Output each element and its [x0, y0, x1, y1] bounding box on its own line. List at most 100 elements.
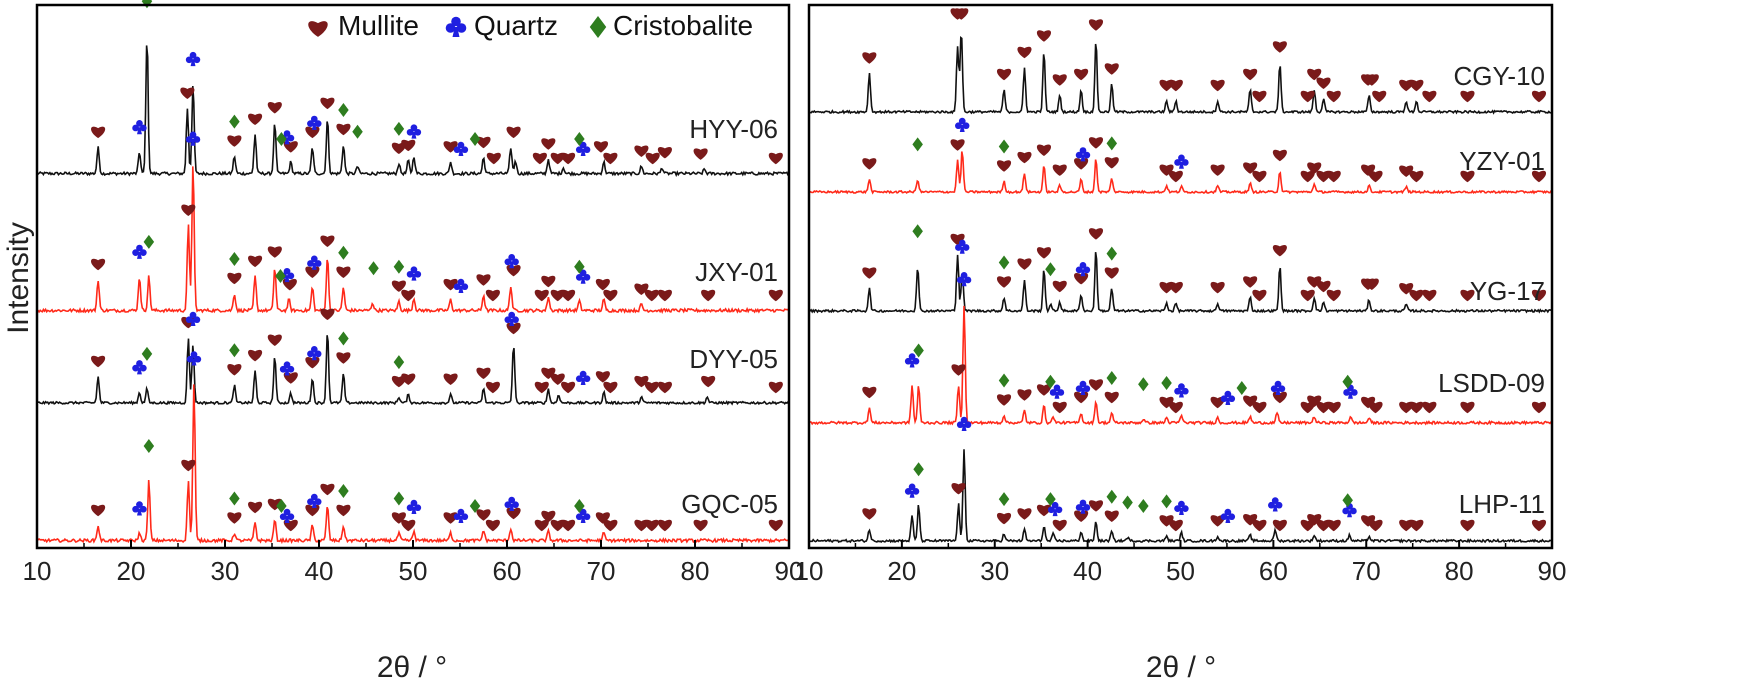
mullite-peak-marker [1368, 170, 1383, 183]
mullite-peak-marker [768, 289, 783, 302]
mullite-peak-marker [336, 123, 351, 136]
mullite-peak-marker [1168, 401, 1183, 414]
mullite-peak-marker [634, 145, 649, 157]
mullite-peak-marker [476, 509, 491, 521]
cristobalite-peak-marker [912, 137, 923, 152]
mullite-peak-marker [693, 148, 708, 160]
mullite-peak-marker [1088, 500, 1104, 512]
series-line-hyy-06 [36, 45, 789, 178]
legend-label-quartz: Quartz [474, 10, 558, 41]
quartz-peak-marker [575, 141, 591, 156]
mullite-peak-marker [1300, 90, 1315, 103]
cristobalite-peak-marker [275, 269, 286, 283]
cristobalite-peak-marker [1045, 374, 1056, 389]
quartz-peak-marker [504, 311, 519, 326]
mullite-peak-marker [1104, 510, 1119, 522]
cristobalite-peak-marker [1045, 262, 1056, 277]
mullite-peak-marker [1036, 144, 1052, 156]
cristobalite-peak-marker [998, 139, 1010, 154]
quartz-peak-marker [575, 508, 591, 523]
mullite-peak-marker [534, 519, 549, 532]
quartz-peak-marker [504, 253, 519, 269]
mullite-peak-marker [476, 367, 491, 380]
mullite-peak-marker [1307, 162, 1322, 174]
x-tick-label: 20 [117, 556, 146, 586]
cristobalite-peak-marker [913, 343, 924, 358]
cristobalite-peak-marker [998, 492, 1010, 507]
mullite-peak-marker [595, 371, 610, 383]
mullite-peak-marker [701, 289, 716, 302]
mullite-peak-marker [1052, 519, 1067, 532]
mullite-peak-marker [227, 364, 242, 376]
mullite-peak-marker [1368, 401, 1383, 414]
mullite-peak-marker [768, 152, 783, 165]
mullite-peak-marker [1252, 401, 1267, 414]
sample-label-lhp-11: LHP-11 [1459, 489, 1545, 519]
cristobalite-peak-marker [1161, 376, 1172, 390]
cristobalite-peak-marker [276, 132, 287, 146]
mullite-peak-marker [1036, 384, 1052, 396]
mullite-peak-marker [1074, 68, 1089, 81]
mullite-peak-marker [644, 519, 659, 532]
mullite-peak-marker [1252, 90, 1267, 103]
cristobalite-peak-marker [1161, 494, 1172, 509]
mullite-peak-marker [561, 289, 576, 302]
mullite-peak-marker [1017, 151, 1032, 164]
left-panel: HYY-06 JXY-01 DYY-05 GQC-05 10 20 30 40 50 60 70 8… [23, 0, 803, 684]
cristobalite-peak-marker [574, 259, 585, 274]
x-tick-label: 10 [23, 556, 52, 586]
mullite-peak-marker [1326, 289, 1341, 302]
mullite-peak-marker [1210, 164, 1225, 176]
cristobalite-peak-marker [393, 121, 405, 136]
quartz-peak-marker [406, 499, 422, 514]
left-sample-labels: HYY-06 JXY-01 DYY-05 GQC-05 [681, 114, 778, 519]
mullite-peak-marker [1052, 74, 1067, 86]
x-tick-label: 20 [887, 556, 916, 586]
mullite-peak-marker [1326, 401, 1341, 414]
mullite-peak-marker [603, 152, 618, 165]
mullite-peak-marker [181, 459, 196, 472]
cristobalite-peak-marker [1342, 374, 1353, 389]
mullite-peak-marker [1017, 389, 1032, 401]
cristobalite-peak-marker [1138, 499, 1149, 513]
mullite-peak-marker [693, 519, 708, 532]
mullite-peak-marker [1422, 90, 1437, 103]
quartz-peak-marker [453, 508, 469, 523]
cristobalite-peak-marker [998, 255, 1010, 270]
quartz-peak-marker [307, 493, 322, 508]
mullite-peak-marker [1036, 247, 1052, 259]
left-x-axis-title: 2θ / ° [377, 651, 447, 684]
mullite-peak-marker [1052, 401, 1067, 414]
cristobalite-peak-marker [469, 132, 481, 146]
mullite-peak-marker [1210, 281, 1225, 294]
mullite-peak-marker [401, 289, 416, 302]
mullite-peak-marker [644, 381, 659, 394]
left-markers [91, 0, 783, 532]
mullite-peak-marker [1036, 504, 1052, 517]
mullite-peak-marker [1168, 170, 1183, 183]
mullite-peak-marker [1017, 508, 1032, 520]
quartz-peak-marker [575, 370, 591, 385]
cristobalite-peak-marker [338, 331, 349, 346]
mullite-peak-marker [1326, 170, 1341, 183]
mullite-peak-marker [1104, 63, 1119, 75]
x-tick-label: 50 [399, 556, 428, 586]
mullite-peak-marker [1326, 519, 1341, 532]
sample-label-gqc-05: GQC-05 [681, 489, 778, 519]
cristobalite-peak-marker [1106, 246, 1118, 261]
quartz-peak-marker [132, 501, 147, 516]
cristobalite-peak-marker [998, 373, 1010, 388]
mullite-peak-marker [486, 152, 501, 165]
sample-label-lsdd-09: LSDD-09 [1438, 368, 1545, 398]
cristobalite-peak-marker [1122, 495, 1133, 510]
mullite-peak-marker [485, 381, 500, 394]
club-icon-shape [445, 16, 467, 37]
left-x-ticks: 10 20 30 40 50 60 70 80 90 [23, 540, 803, 586]
mullite-peak-marker [91, 126, 106, 139]
cristobalite-peak-marker [352, 124, 363, 139]
cristobalite-peak-marker [229, 343, 240, 358]
mullite-peak-marker [248, 113, 263, 126]
cristobalite-peak-marker [393, 491, 405, 506]
cristobalite-peak-marker [141, 346, 153, 361]
